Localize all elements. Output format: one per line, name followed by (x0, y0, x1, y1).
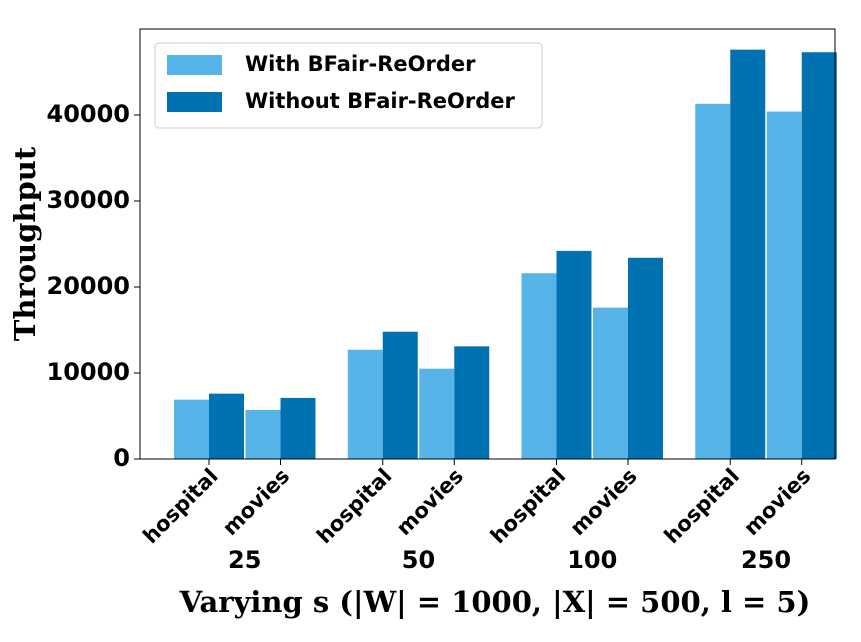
y-axis-title: Throughput (8, 146, 42, 341)
bar (454, 346, 490, 459)
x-tick-label: movies (739, 464, 815, 540)
legend-label: Without BFair-ReOrder (245, 89, 516, 113)
group-label: 25 (228, 546, 261, 574)
bar (556, 250, 592, 459)
y-tick-label: 10000 (47, 358, 131, 386)
bar (628, 257, 663, 459)
y-tick-label: 30000 (47, 186, 131, 214)
x-tick-label: hospital (486, 464, 571, 549)
y-tick-label: 0 (113, 444, 130, 472)
bar (280, 397, 316, 459)
bar (593, 307, 628, 459)
plot-frame (139, 28, 836, 460)
legend-swatch (167, 55, 222, 75)
bar (730, 49, 766, 459)
bar (419, 368, 455, 459)
x-tick-label: hospital (312, 464, 397, 549)
bar (347, 349, 383, 459)
bar (801, 52, 837, 459)
x-tick-label: movies (218, 464, 294, 540)
x-tick-label: movies (392, 464, 468, 540)
bar (695, 103, 731, 459)
group-label: 100 (567, 546, 617, 574)
legend-box (154, 42, 543, 129)
x-axis-title: Varying s (|W| = 1000, |X| = 500, l = 5) (179, 585, 811, 619)
x-tick-label: movies (565, 464, 641, 540)
y-tick-label: 40000 (47, 100, 131, 128)
bar (521, 273, 557, 459)
bar (766, 111, 802, 459)
group-label: 250 (741, 546, 791, 574)
bar (209, 393, 244, 459)
x-tick-label: hospital (660, 464, 745, 549)
bar (382, 331, 418, 459)
legend-label: With BFair-ReOrder (245, 52, 476, 76)
group-label: 50 (402, 546, 435, 574)
bar (245, 409, 281, 459)
y-tick-label: 20000 (47, 272, 131, 300)
legend-swatch (167, 92, 222, 112)
bar (174, 399, 209, 459)
x-tick-label: hospital (138, 464, 223, 549)
